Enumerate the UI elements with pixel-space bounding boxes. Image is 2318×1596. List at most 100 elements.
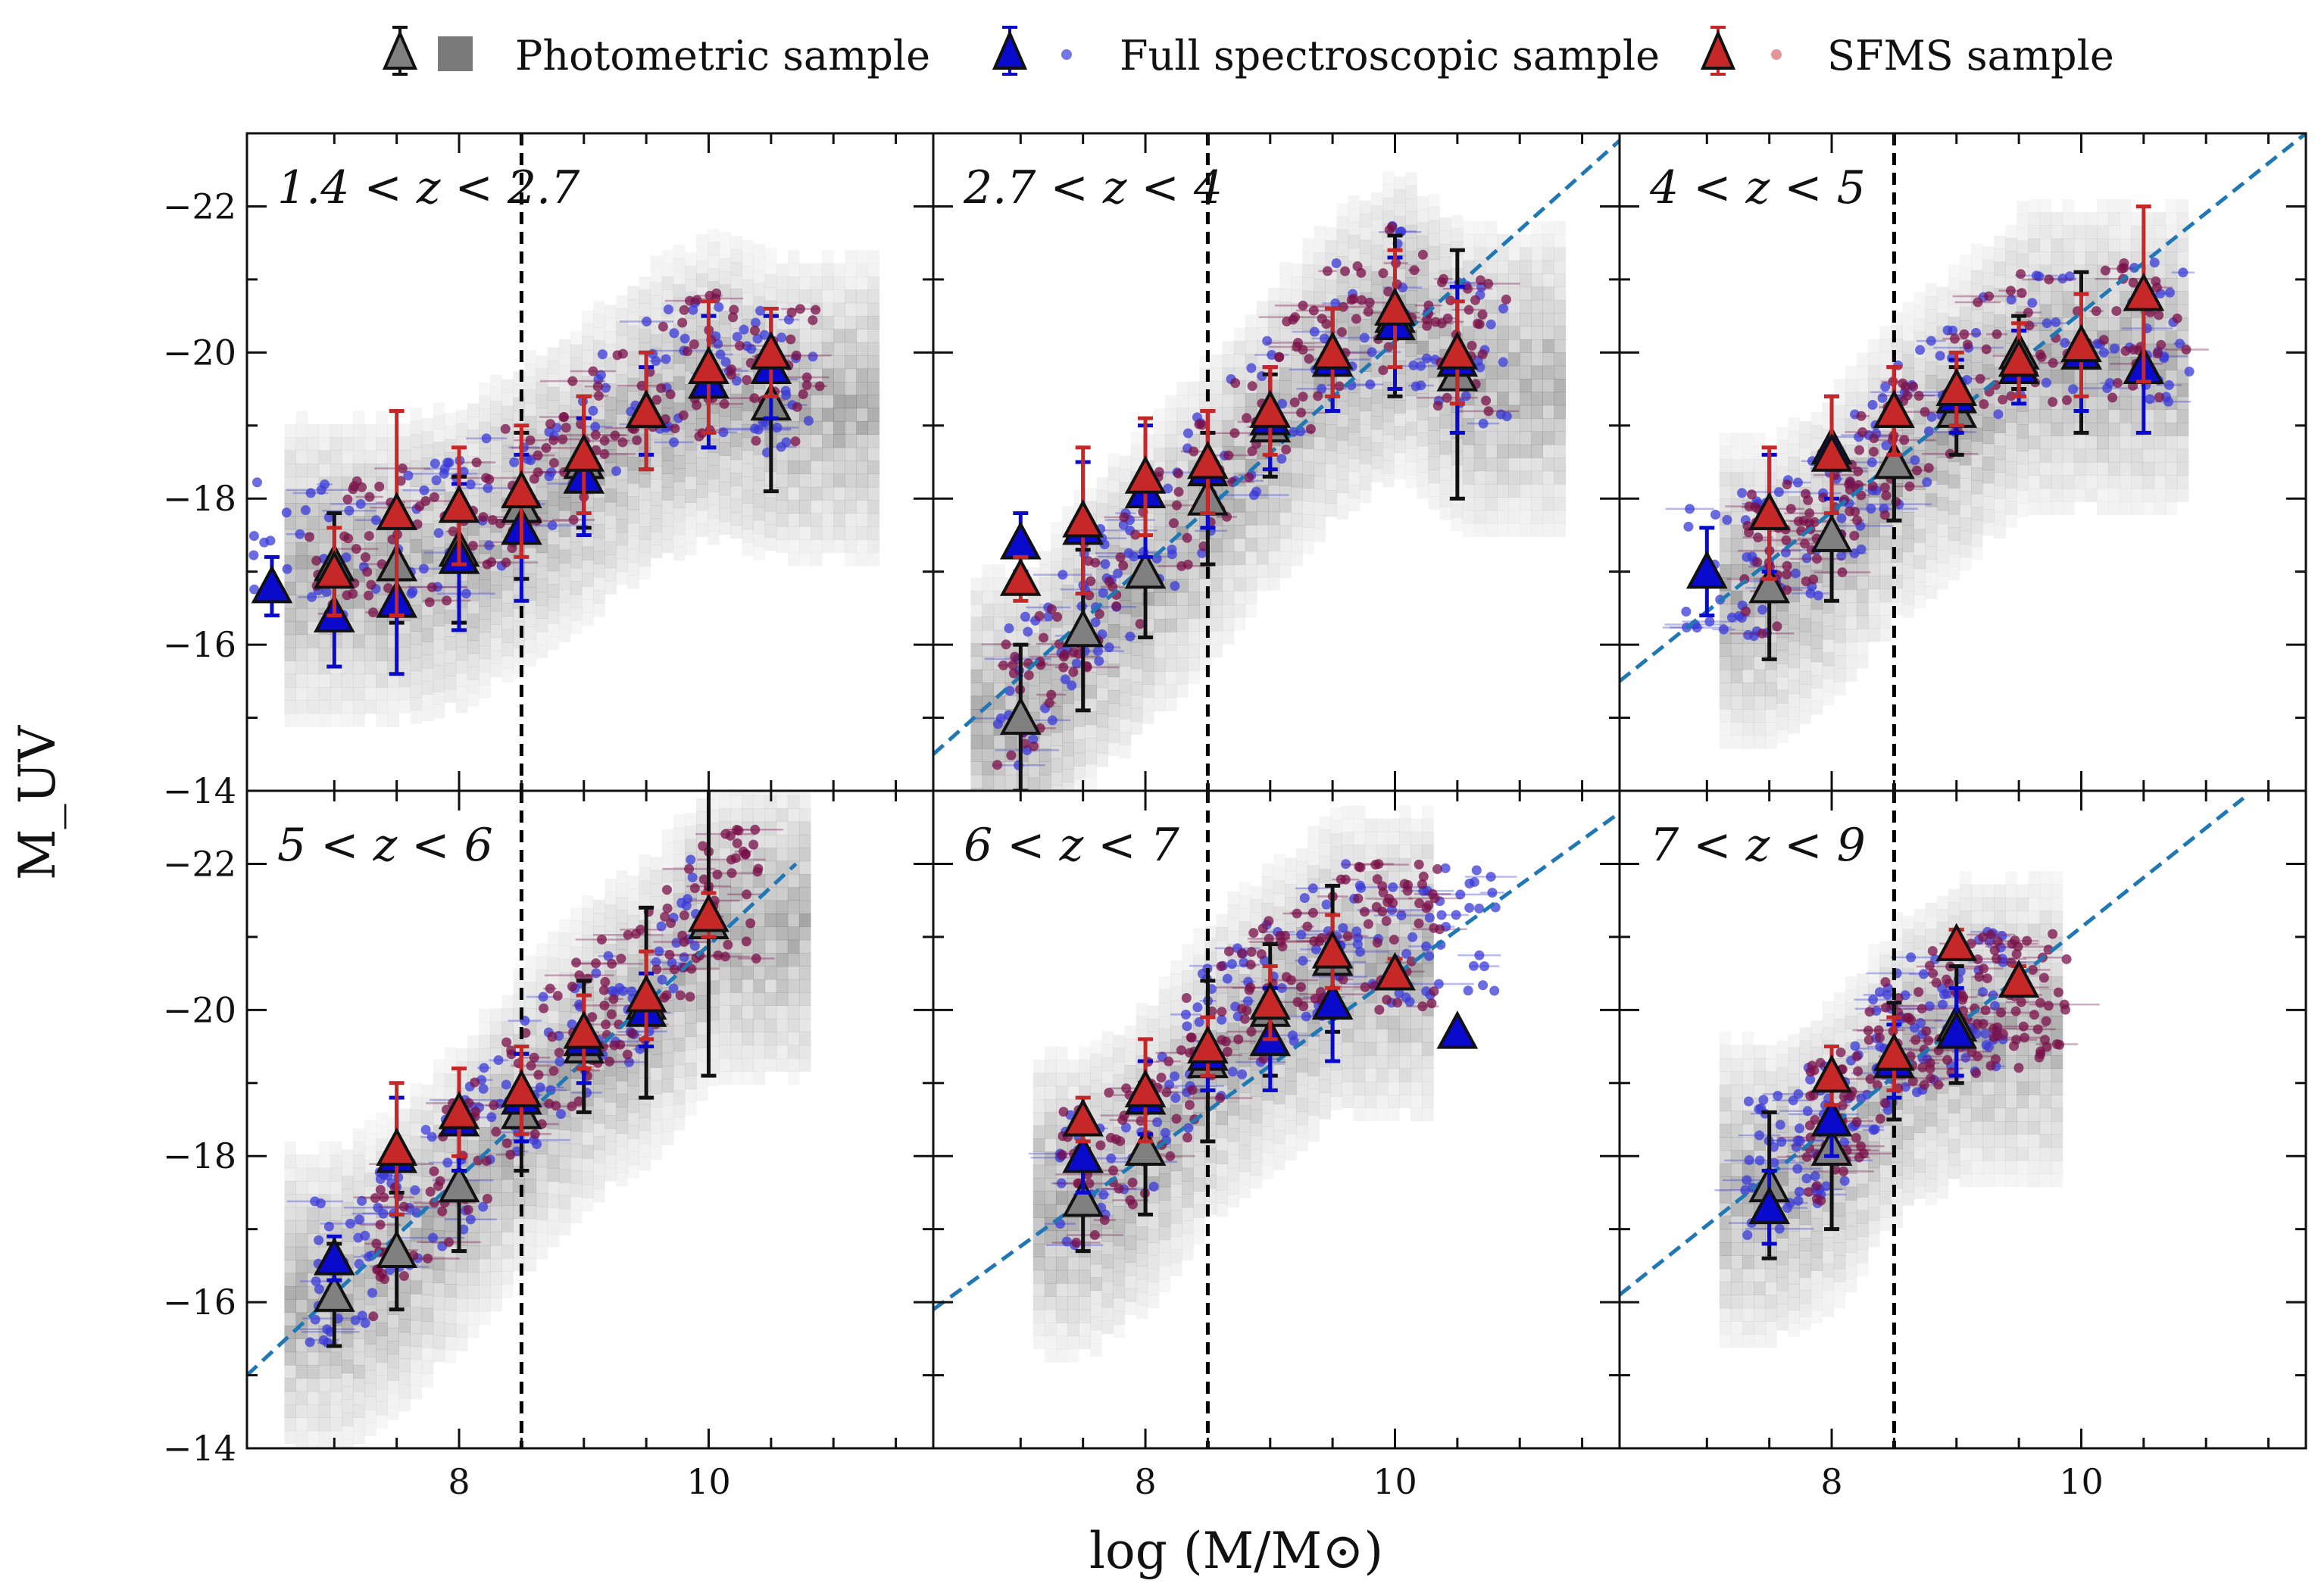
density-cell <box>1211 591 1223 605</box>
density-cell <box>1107 716 1120 730</box>
spec-scatter-point <box>544 426 555 437</box>
density-cell <box>2108 317 2120 331</box>
density-cell <box>1188 604 1200 619</box>
density-cell <box>547 570 560 585</box>
density-cell <box>536 605 548 619</box>
density-cell <box>764 248 777 262</box>
density-cell <box>410 618 423 632</box>
density-cell <box>1348 221 1360 236</box>
sfms-scatter-point <box>2117 264 2127 274</box>
density-cell <box>1233 525 1246 539</box>
density-cell <box>1291 486 1303 501</box>
density-cell <box>1913 595 1926 609</box>
density-cell <box>1994 301 2006 315</box>
density-cell <box>2108 291 2120 305</box>
density-cell <box>1531 379 1543 392</box>
spec-scatter-point <box>1167 549 1177 560</box>
spec-scatter-point <box>772 423 783 433</box>
density-cell <box>1959 478 1972 492</box>
spec-scatter-point <box>344 505 355 516</box>
density-cell <box>1925 296 1938 310</box>
density-cell <box>1776 689 1788 704</box>
density-cell <box>1245 498 1257 513</box>
sfms-marker <box>1810 433 1853 472</box>
density-cell <box>1497 247 1509 261</box>
sfms-scatter-point <box>1853 466 1863 476</box>
density-cell <box>708 452 720 467</box>
density-cell <box>822 302 834 317</box>
density-cell <box>1107 664 1120 678</box>
spec-scatter-point <box>547 520 558 531</box>
density-cell <box>1788 601 1800 616</box>
density-cell <box>1554 326 1567 340</box>
spec-scatter-point <box>2031 270 2042 281</box>
density-cell <box>2131 251 2143 266</box>
density-cell <box>1256 511 1269 526</box>
density-cell <box>1959 267 1972 282</box>
density-cell <box>364 476 376 491</box>
density-cell <box>1027 686 1040 699</box>
density-cell <box>776 461 789 474</box>
density-cell <box>1085 764 1098 778</box>
density-cell <box>1508 523 1520 537</box>
density-cell <box>1754 682 1766 697</box>
density-cell <box>822 461 834 474</box>
density-cell <box>376 673 388 688</box>
density-cell <box>856 289 869 304</box>
spec-scatter-point <box>1710 509 1721 520</box>
spec-scatter-point <box>484 540 495 551</box>
sfms-scatter-point <box>442 595 452 606</box>
density-cell <box>307 634 320 648</box>
density-cell <box>2028 277 2041 292</box>
density-cell <box>2073 448 2086 463</box>
density-cell <box>1554 497 1567 511</box>
density-cell <box>2051 251 2063 266</box>
density-cell <box>1754 472 1766 486</box>
density-cell <box>1531 444 1543 458</box>
density-cell <box>570 594 583 608</box>
density-cell <box>444 649 457 664</box>
spec-scatter-point <box>2027 298 2038 308</box>
density-cell <box>398 686 411 701</box>
density-cell <box>1776 637 1788 651</box>
density-cell <box>604 357 617 371</box>
density-cell <box>1497 365 1509 379</box>
density-cell <box>798 552 811 567</box>
density-cell <box>1542 470 1555 485</box>
density-cell <box>845 486 857 501</box>
density-cell <box>547 504 560 519</box>
density-cell <box>822 486 834 501</box>
density-cell <box>421 536 434 551</box>
density-cell <box>639 473 651 488</box>
density-cell <box>867 395 880 409</box>
density-cell <box>1405 474 1417 489</box>
density-cell <box>742 529 754 543</box>
spec-scatter-point <box>1722 514 1732 525</box>
density-cell <box>593 314 605 328</box>
sfms-scatter-point <box>1470 295 1481 305</box>
legend-label-spectroscopic: Full spectroscopic sample <box>1120 32 1660 80</box>
density-cell <box>1096 687 1109 701</box>
spec-scatter-point <box>720 357 731 367</box>
density-cell <box>1062 729 1074 743</box>
sfms-scatter-point <box>1130 529 1141 540</box>
density-cell <box>982 643 995 657</box>
density-cell <box>341 423 354 438</box>
density-cell <box>2176 488 2189 502</box>
density-cell <box>1776 729 1788 743</box>
density-cell <box>1810 622 1823 636</box>
sfms-scatter-point <box>1357 295 1367 305</box>
density-cell <box>2120 238 2132 252</box>
density-cell <box>1222 578 1235 592</box>
density-cell <box>536 552 548 567</box>
density-cell <box>1291 473 1303 488</box>
density-cell <box>1902 604 1914 618</box>
density-cell <box>284 687 297 701</box>
density-cell <box>2017 476 2029 491</box>
sfms-scatter-point <box>1197 420 1207 430</box>
density-cell <box>284 542 297 556</box>
density-cell <box>1142 684 1154 698</box>
spec-scatter-point <box>601 383 611 393</box>
density-cell <box>1268 564 1280 578</box>
density-cell <box>867 316 880 330</box>
